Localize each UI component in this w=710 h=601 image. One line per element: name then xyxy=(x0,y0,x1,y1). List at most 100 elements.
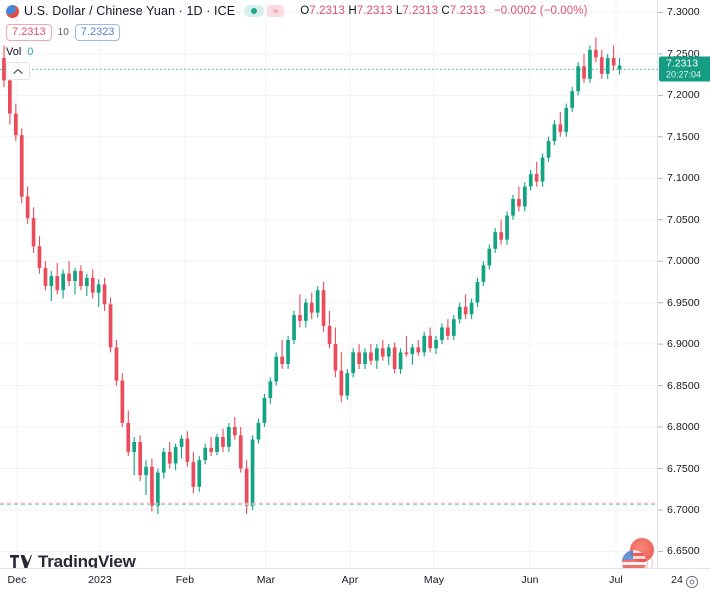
candle xyxy=(404,335,409,357)
candle xyxy=(440,323,444,345)
candle xyxy=(617,58,622,75)
candle xyxy=(274,352,279,386)
candle xyxy=(304,298,308,328)
candle-body xyxy=(126,422,131,452)
candle xyxy=(576,62,580,96)
price-tick-label: 7.1000 xyxy=(667,172,700,185)
candle xyxy=(582,53,586,83)
candle-body xyxy=(173,446,178,464)
candle xyxy=(564,103,569,137)
candle-body xyxy=(469,302,474,315)
candle-body xyxy=(511,199,515,216)
candle-body xyxy=(493,232,498,249)
price-tick-label: 6.8500 xyxy=(667,379,700,392)
candle-body xyxy=(244,468,249,506)
candle-body xyxy=(558,124,563,132)
candle-body xyxy=(179,438,184,447)
candle-body xyxy=(120,380,125,423)
candle-body xyxy=(14,113,18,136)
candle-body xyxy=(386,347,391,357)
open-value: 7.2313 xyxy=(309,5,346,17)
candle-body xyxy=(144,466,148,476)
collapse-pane-button[interactable] xyxy=(6,62,30,80)
candle-body xyxy=(61,273,65,291)
candle-body xyxy=(617,65,622,70)
candle-body xyxy=(55,276,60,291)
candle-body xyxy=(274,356,279,382)
candle-body xyxy=(203,447,208,461)
candle-body xyxy=(457,306,462,320)
candle xyxy=(452,315,456,340)
current-price-tag[interactable]: 7.2313 20:27:04 xyxy=(659,56,710,82)
candle-body xyxy=(505,215,509,240)
candle-body xyxy=(73,271,77,282)
candle xyxy=(262,393,267,427)
candle-body xyxy=(25,196,30,219)
candle-body xyxy=(138,442,142,476)
candle xyxy=(416,340,421,356)
candle xyxy=(203,443,208,465)
volume-row: Vol 0 xyxy=(6,44,588,59)
pill-low-value[interactable]: 7.2313 xyxy=(6,23,52,41)
candle xyxy=(221,428,225,452)
candle-body xyxy=(345,373,350,396)
candle xyxy=(345,369,350,400)
price-scale[interactable]: 7.3000 7.2500 7.2000 7.1500 7.1000 7.0500 7.00… xyxy=(657,0,710,568)
time-tick-label: May xyxy=(423,574,445,586)
candle xyxy=(67,261,71,287)
candle xyxy=(227,422,231,452)
candle xyxy=(493,228,498,253)
candle-body xyxy=(256,422,261,440)
candle-body xyxy=(114,347,119,381)
candle-body xyxy=(463,306,468,315)
candle-body xyxy=(404,352,409,355)
time-tick-label: Feb xyxy=(175,574,195,586)
candle-body xyxy=(292,315,296,340)
candle-body xyxy=(416,347,421,353)
candle-body xyxy=(221,437,225,447)
candle-body xyxy=(85,277,89,287)
candle xyxy=(351,348,355,378)
candle xyxy=(286,335,290,369)
candle-body xyxy=(327,325,332,345)
legend-title-row: U.S. Dollar / Chinese Yuan · 1D · ICE ≈ … xyxy=(6,3,588,19)
candle xyxy=(25,186,30,224)
candle-body xyxy=(150,466,154,506)
candle xyxy=(594,37,598,63)
candle-body xyxy=(2,58,6,81)
chart-plot-area[interactable] xyxy=(0,0,657,568)
candle-body xyxy=(31,218,36,247)
candle xyxy=(102,277,107,311)
price-tick-label: 6.8000 xyxy=(667,421,700,433)
equals-badge[interactable]: ≈ xyxy=(267,5,285,17)
candle xyxy=(2,45,6,88)
close-value: 7.2313 xyxy=(449,5,486,17)
candle-body xyxy=(446,327,450,336)
candle-body xyxy=(268,381,273,398)
gear-icon[interactable] xyxy=(685,575,699,589)
candle-body xyxy=(19,135,24,197)
current-price-time: 20:27:04 xyxy=(666,69,702,80)
candle xyxy=(250,435,255,510)
candle xyxy=(179,435,184,459)
candle-body xyxy=(191,461,196,487)
candle xyxy=(280,340,284,369)
candle xyxy=(463,294,468,320)
candle xyxy=(309,292,314,320)
candle xyxy=(511,194,515,220)
price-tick-label: 6.9500 xyxy=(667,296,700,309)
candle xyxy=(363,348,367,369)
candle xyxy=(481,261,486,287)
symbol-title[interactable]: U.S. Dollar / Chinese Yuan · 1D · ICE xyxy=(24,4,236,18)
candle-body xyxy=(380,348,385,357)
pill-high-value[interactable]: 7.2323 xyxy=(74,23,121,41)
candle-body xyxy=(233,427,237,436)
time-scale[interactable]: Dec 2023 Feb Mar Apr May Jun Jul 24 xyxy=(0,568,710,601)
candle xyxy=(120,373,125,427)
candle-body xyxy=(108,304,113,348)
candle-body xyxy=(528,174,533,187)
time-tick-label: Apr xyxy=(341,574,359,586)
candle xyxy=(108,297,113,353)
market-status-dot-icon[interactable] xyxy=(244,5,265,17)
candle-body xyxy=(304,302,308,321)
